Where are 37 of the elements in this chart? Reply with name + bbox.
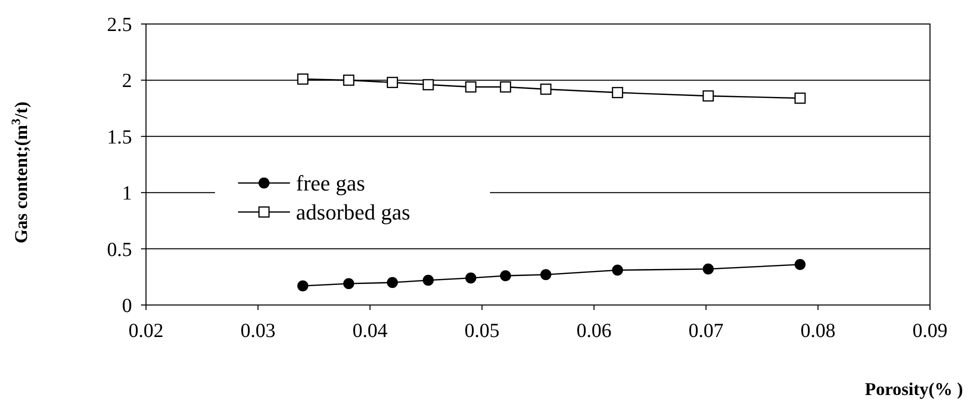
point	[702, 90, 714, 102]
legend-label: adsorbed gas	[296, 200, 410, 225]
x-tick-label: 0.08	[800, 320, 836, 342]
y-tick-label: 2.5	[107, 14, 132, 36]
point	[465, 272, 476, 284]
x-tick-label: 0.06	[576, 320, 612, 342]
x-tick-label: 0.02	[128, 320, 164, 342]
point	[343, 278, 354, 290]
y-tick-label: 0	[122, 295, 132, 317]
x-axis-title: Porosity(% )	[864, 379, 963, 399]
x-tick-label: 0.09	[912, 320, 948, 342]
y-tick-label: 1	[122, 182, 132, 205]
point	[540, 269, 552, 280]
point	[500, 81, 512, 93]
y-tick-label: 1.5	[107, 126, 132, 148]
point	[422, 79, 434, 90]
x-tick-label: 0.07	[688, 320, 724, 342]
y-tick-label: 0.5	[107, 238, 132, 261]
point	[343, 74, 354, 86]
point	[794, 92, 806, 104]
point	[297, 73, 308, 85]
point	[702, 264, 714, 275]
point	[386, 76, 398, 88]
point	[612, 86, 624, 98]
point	[612, 264, 624, 276]
point	[422, 274, 434, 286]
y-tick-label: 2	[122, 70, 132, 92]
x-tick-label: 0.05	[464, 320, 500, 342]
legend-label: free gas	[296, 170, 366, 196]
point	[500, 270, 512, 282]
point	[386, 277, 398, 288]
x-tick-label: 0.03	[240, 320, 276, 342]
point	[297, 280, 308, 292]
point	[465, 81, 476, 93]
x-tick-label: 0.04	[352, 320, 388, 342]
point	[794, 259, 806, 270]
point	[540, 84, 552, 95]
